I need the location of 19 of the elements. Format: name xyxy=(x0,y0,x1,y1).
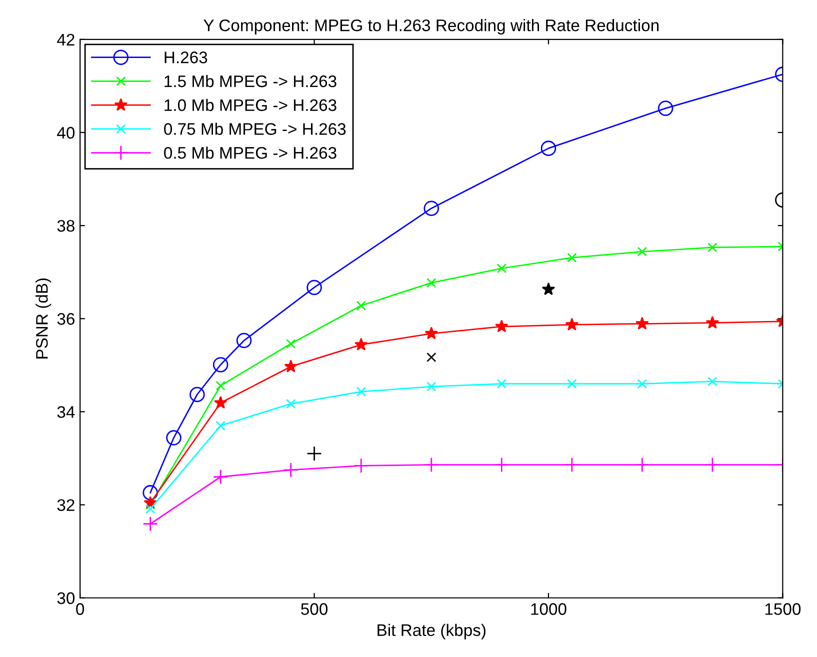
y-tick-label: 40 xyxy=(57,126,75,139)
x-tick-label: 0 xyxy=(76,603,84,615)
y-tick-label: 38 xyxy=(57,220,74,232)
y-tick-label: 32 xyxy=(57,499,74,511)
x-tick-label: 1500 xyxy=(765,603,801,615)
chart-title: Y Component: MPEG to H.263 Recoding with Rate Reduction xyxy=(204,19,659,35)
y-tick-label: 30 xyxy=(57,592,75,604)
legend-label: 1.5 Mb MPEG -> H.263 xyxy=(164,74,336,88)
legend-label: 0.75 Mb MPEG -> H.263 xyxy=(164,122,346,135)
y-tick-label: 36 xyxy=(57,313,74,325)
y-tick-label: 34 xyxy=(57,406,75,418)
x-axis-title: Bit Rate (kbps) xyxy=(378,624,486,640)
x-tick-label: 1000 xyxy=(531,603,566,615)
x-tick-label: 500 xyxy=(301,603,328,615)
legend-label: 0.5 Mb MPEG -> H.263 xyxy=(164,146,336,159)
legend-label: 1.0 Mb MPEG -> H.263 xyxy=(164,98,336,112)
y-axis-title: PSNR (dB) xyxy=(36,278,52,358)
legend-label: H.263 xyxy=(164,52,208,64)
y-tick-label: 42 xyxy=(57,34,74,46)
